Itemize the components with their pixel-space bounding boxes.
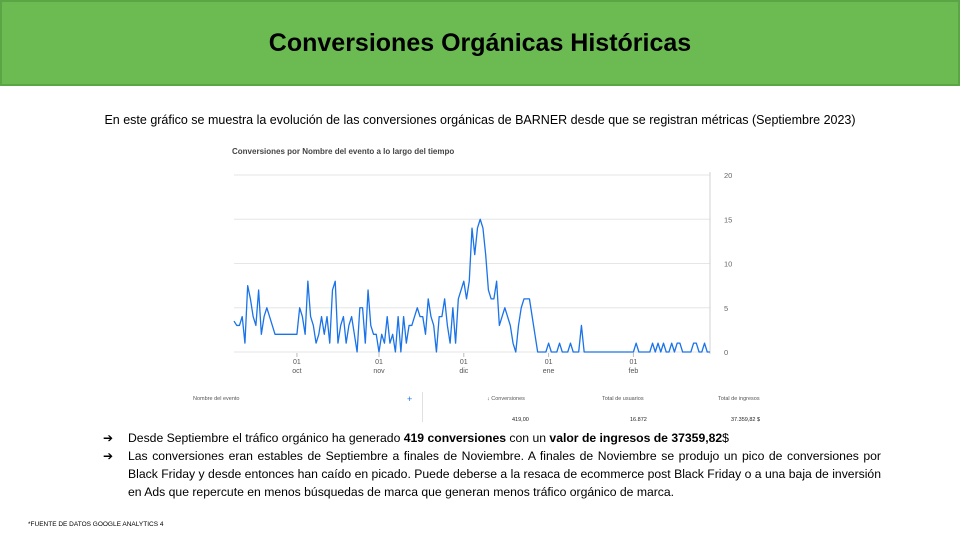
- table-header-event[interactable]: Nombre del evento: [193, 396, 240, 402]
- y-tick-label: 20: [724, 171, 732, 180]
- bullet-text: Desde Septiembre el tráfico orgánico ha …: [128, 429, 881, 447]
- y-tick-label: 0: [724, 348, 728, 357]
- bullet-text: Las conversiones eran estables de Septie…: [128, 449, 881, 499]
- table-value-conversions: 419,00: [512, 417, 529, 423]
- conversions-highlight: 419 conversiones: [403, 431, 507, 445]
- bullet-item: ➔ Las conversiones eran estables de Sept…: [103, 447, 881, 501]
- bullet-text-part: $: [722, 431, 729, 445]
- bullet-item: ➔ Desde Septiembre el tráfico orgánico h…: [103, 429, 881, 447]
- bullet-text-part: Desde Septiembre el tráfico orgánico ha …: [128, 431, 404, 445]
- arrow-icon: ➔: [103, 449, 114, 463]
- table-header-users[interactable]: Total de usuarios: [602, 396, 644, 402]
- bullet-text-part: con un: [506, 431, 550, 445]
- title-banner: Conversiones Orgánicas Históricas: [0, 0, 960, 86]
- x-tick-day: 01: [460, 359, 468, 366]
- arrow-icon: ➔: [103, 431, 114, 445]
- series-line: [233, 218, 710, 353]
- table-header-revenue[interactable]: Total de ingresos: [718, 396, 760, 402]
- chart-title: Conversiones por Nombre del evento a lo …: [232, 147, 455, 156]
- intro-text: En este gráfico se muestra la evolución …: [104, 113, 856, 127]
- bullet-list: ➔ Desde Septiembre el tráfico orgánico h…: [103, 429, 881, 501]
- x-tick-day: 01: [545, 359, 553, 366]
- table-value-users: 16.872: [630, 417, 647, 423]
- table-header-conversions[interactable]: ↓ Conversiones: [487, 396, 525, 402]
- x-tick-month: dic: [459, 368, 468, 375]
- table-value-revenue: 37.359,82 $: [731, 417, 761, 423]
- source-footnote: *FUENTE DE DATOS GOOGLE ANALYTICS 4: [28, 521, 164, 528]
- y-tick-label: 10: [724, 260, 732, 269]
- x-tick-day: 01: [293, 359, 301, 366]
- revenue-highlight: valor de ingresos de 37359,82: [549, 431, 723, 445]
- y-tick-label: 15: [724, 215, 732, 224]
- add-dimension-button[interactable]: +: [407, 394, 413, 404]
- table-divider: [422, 392, 423, 422]
- x-tick-month: oct: [292, 368, 301, 375]
- x-tick-day: 01: [375, 359, 383, 366]
- line-chart: 20 15 10 5 0 01 oct 01 nov 01 dic 01 ene 01 feb: [233, 171, 732, 375]
- page-title: Conversiones Orgánicas Históricas: [268, 28, 692, 57]
- x-tick-day: 01: [630, 359, 638, 366]
- x-tick-month: feb: [629, 368, 639, 375]
- x-tick-month: ene: [543, 368, 555, 375]
- x-tick-month: nov: [373, 368, 385, 375]
- y-tick-label: 5: [724, 304, 728, 313]
